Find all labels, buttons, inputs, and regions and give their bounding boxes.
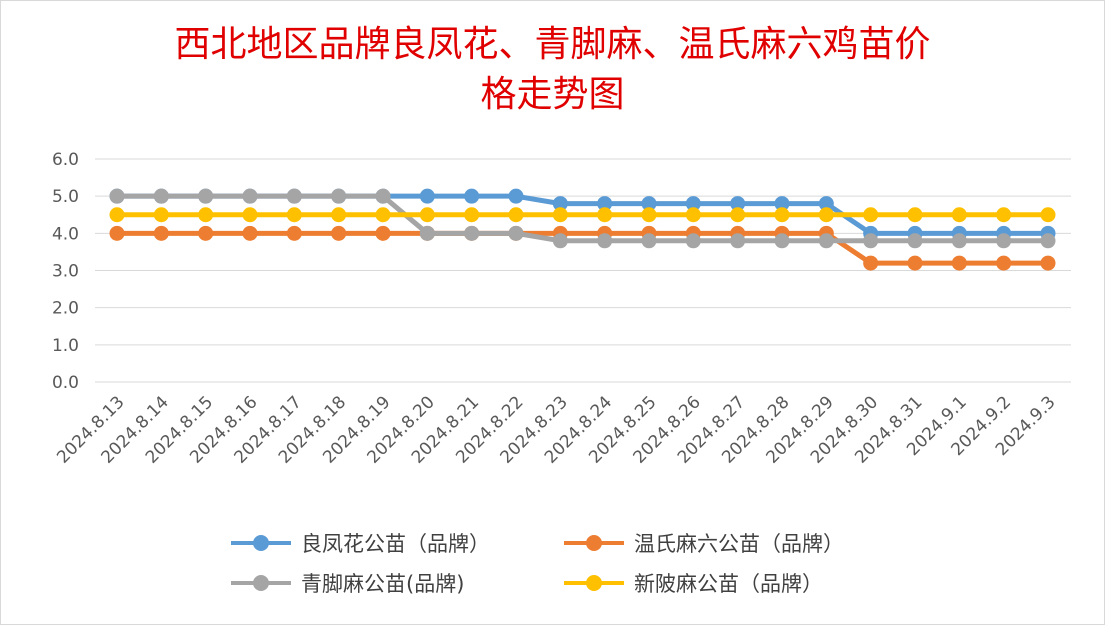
series-3-point-3 <box>242 207 258 223</box>
series-0-point-13 <box>685 196 701 212</box>
series-3-point-18 <box>907 207 923 223</box>
y-tick-label-3: 3.0 <box>52 262 79 282</box>
series-2-point-12 <box>641 233 657 249</box>
legend-label-1: 温氏麻六公苗（品牌） <box>634 532 844 556</box>
series-0-point-14 <box>730 196 746 212</box>
series-2-point-2 <box>198 188 214 204</box>
series-0-point-9 <box>508 188 524 204</box>
series-2-point-16 <box>818 233 834 249</box>
series-2-point-18 <box>907 233 923 249</box>
series-3-point-19 <box>951 207 967 223</box>
series-2-point-20 <box>996 233 1012 249</box>
legend-label-0: 良凤花公苗（品牌） <box>301 532 490 556</box>
legend-item-1: 温氏麻六公苗（品牌） <box>564 528 844 558</box>
series-3-point-14 <box>730 207 746 223</box>
series-0-point-15 <box>774 196 790 212</box>
series-2-point-7 <box>419 225 435 241</box>
chart-title-line-2: 格走势图 <box>480 74 625 115</box>
series-2-point-4 <box>286 188 302 204</box>
legend-item-2: 青脚麻公苗(品牌) <box>231 568 464 598</box>
series-3-point-2 <box>198 207 214 223</box>
series-2-point-10 <box>552 233 568 249</box>
series-3-point-15 <box>774 207 790 223</box>
series-3-point-10 <box>552 207 568 223</box>
series-2-point-13 <box>685 233 701 249</box>
series-1-point-21 <box>1040 255 1056 271</box>
series-0-point-7 <box>419 188 435 204</box>
series-1-point-4 <box>286 225 302 241</box>
series-3-point-1 <box>153 207 169 223</box>
series-2-point-15 <box>774 233 790 249</box>
y-tick-label-2: 2.0 <box>52 299 79 319</box>
legend-swatch-2 <box>231 575 291 591</box>
y-tick-label-4: 4.0 <box>52 224 79 244</box>
series-3-point-11 <box>597 207 613 223</box>
series-0-point-8 <box>464 188 480 204</box>
y-tick-label-0: 0.0 <box>52 373 79 393</box>
series-0-point-16 <box>818 196 834 212</box>
series-3-point-12 <box>641 207 657 223</box>
series-3-point-21 <box>1040 207 1056 223</box>
legend-label-2: 青脚麻公苗(品牌) <box>301 572 465 596</box>
series-3-point-0 <box>109 207 125 223</box>
series-2-point-21 <box>1040 233 1056 249</box>
series-3-point-7 <box>419 207 435 223</box>
series-2-point-6 <box>375 188 391 204</box>
y-tick-label-1: 1.0 <box>52 336 79 356</box>
series-3-point-13 <box>685 207 701 223</box>
series-3-point-9 <box>508 207 524 223</box>
series-2-point-3 <box>242 188 258 204</box>
y-tick-label-5: 5.0 <box>52 187 79 207</box>
series-2-point-0 <box>109 188 125 204</box>
series-2-point-9 <box>508 225 524 241</box>
series-2-point-1 <box>153 188 169 204</box>
legend-item-3: 新陂麻公苗（品牌） <box>564 568 823 598</box>
series-1-point-2 <box>198 225 214 241</box>
series-line-1 <box>117 230 1048 266</box>
series-2-point-17 <box>863 233 879 249</box>
legend-label-3: 新陂麻公苗（品牌） <box>634 572 823 596</box>
legend-swatch-3 <box>564 575 624 591</box>
legend-swatch-0 <box>231 535 291 551</box>
legend-swatch-1 <box>564 535 624 551</box>
series-3-point-20 <box>996 207 1012 223</box>
series-2-point-19 <box>951 233 967 249</box>
series-2-point-11 <box>597 233 613 249</box>
series-0-point-12 <box>641 196 657 212</box>
series-1-point-20 <box>996 255 1012 271</box>
series-2-point-5 <box>331 188 347 204</box>
series-1-point-18 <box>907 255 923 271</box>
series-1-point-0 <box>109 225 125 241</box>
series-1-point-3 <box>242 225 258 241</box>
series-3-point-17 <box>863 207 879 223</box>
series-3-point-16 <box>818 207 834 223</box>
series-1-point-6 <box>375 225 391 241</box>
series-3-point-6 <box>375 207 391 223</box>
series-0-point-11 <box>597 196 613 212</box>
series-3-point-8 <box>464 207 480 223</box>
series-1-point-17 <box>863 255 879 271</box>
series-2-point-14 <box>730 233 746 249</box>
series-1-point-1 <box>153 225 169 241</box>
series-0-point-10 <box>552 196 568 212</box>
series-3-point-5 <box>331 207 347 223</box>
series-2-point-8 <box>464 225 480 241</box>
series-1-point-19 <box>951 255 967 271</box>
series-line-2 <box>117 193 1048 244</box>
series-1-point-5 <box>331 225 347 241</box>
y-tick-label-6: 6.0 <box>52 150 79 170</box>
chart-title-line-1: 西北地区品牌良凤花、青脚麻、温氏麻六鸡苗价 <box>174 24 931 65</box>
series-3-point-4 <box>286 207 302 223</box>
legend-item-0: 良凤花公苗（品牌） <box>231 528 490 558</box>
